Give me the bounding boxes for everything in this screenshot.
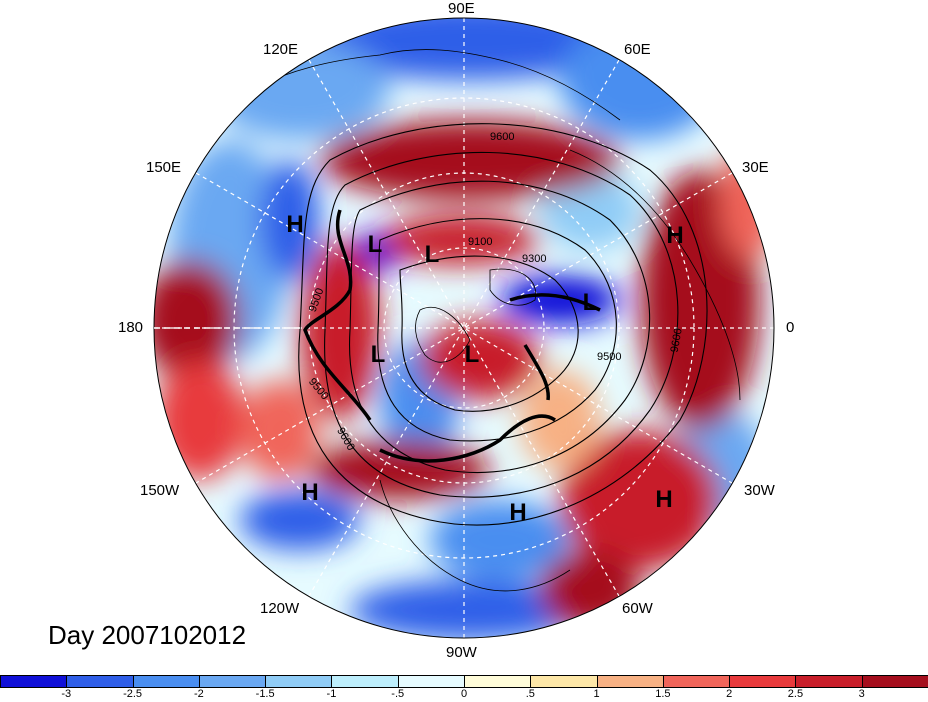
low-pressure-label: L [368,231,383,258]
colorbar-tick-label: -2 [193,688,204,700]
longitude-label: 120E [263,41,299,58]
contour-label: 9600 [669,327,685,353]
colorbar-tick-label: -.5 [391,688,405,700]
colorbar-swatch [861,675,928,688]
colorbar: -3 -2.5 -2 -1.5 -1 -.5 0 .5 1 1.5 2 2.5 3 [0,675,928,702]
colorbar-swatch [66,675,134,688]
longitude-label: 60W [622,600,653,617]
longitude-label: 30W [744,482,775,499]
colorbar-swatch [795,675,863,688]
colorbar-swatch [729,675,797,688]
height-contours [298,123,708,526]
high-pressure-label: H [666,222,683,249]
colorbar-tick-label: 0 [460,688,468,700]
polar-map: H H L L L L L H H H 9600 9100 9300 9500 … [153,17,775,639]
high-pressure-label: H [286,211,303,238]
high-pressure-label: H [301,479,318,506]
longitude-label: 90W [446,644,477,661]
colorbar-tick-label: -1.5 [255,688,275,700]
colorbar-tick-label: 1 [593,688,600,700]
low-pressure-label: L [465,341,480,368]
colorbar-tick-label: -3 [61,688,72,700]
contour-label: 9500 [597,351,621,363]
colorbar-tick-label: -1 [326,688,337,700]
colorbar-swatch [596,675,664,688]
colorbar-tick-label: -2.5 [123,688,143,700]
low-pressure-label: L [583,289,598,316]
longitude-label: 180 [118,319,144,336]
colorbar-tick-label: 3 [858,688,865,700]
colorbar-swatch [662,675,731,688]
colorbar-tick-label: .5 [525,688,535,700]
colorbar-swatch [132,675,200,688]
colorbar-tick-label: 2.5 [787,688,804,700]
anomaly-field: H H L L L L L H H H 9600 9100 9300 9500 … [154,18,774,638]
colorbar-swatch [397,675,465,688]
contour-label: 9300 [522,253,546,265]
colorbar-swatch [0,675,68,688]
high-pressure-label: H [509,499,526,526]
day-label: Day 2007102012 [48,620,247,650]
colorbar-swatch [265,675,333,688]
colorbar-swatch [198,675,267,688]
longitude-label: 90E [448,0,475,17]
longitude-label: 120W [260,600,300,617]
coastlines [249,49,741,592]
contour-label: 9600 [490,131,514,143]
longitude-label: 30E [742,159,769,176]
low-pressure-label: L [425,241,440,268]
longitude-label: 0 [786,319,795,336]
pressure-system-labels: H H L L L L L H H H [286,211,683,526]
colorbar-swatch [331,675,399,688]
longitude-label: 150W [140,482,180,499]
longitude-label: 60E [624,41,651,58]
colorbar-swatch [464,675,532,688]
low-pressure-label: L [371,341,386,368]
colorbar-tick-label: 2 [726,688,733,700]
high-pressure-label: H [655,486,672,513]
jet-bands [303,209,601,463]
contour-label: 9100 [468,236,492,248]
longitude-label: 150E [146,159,182,176]
colorbar-tick-label: 1.5 [655,688,671,700]
colorbar-swatch [530,675,598,688]
